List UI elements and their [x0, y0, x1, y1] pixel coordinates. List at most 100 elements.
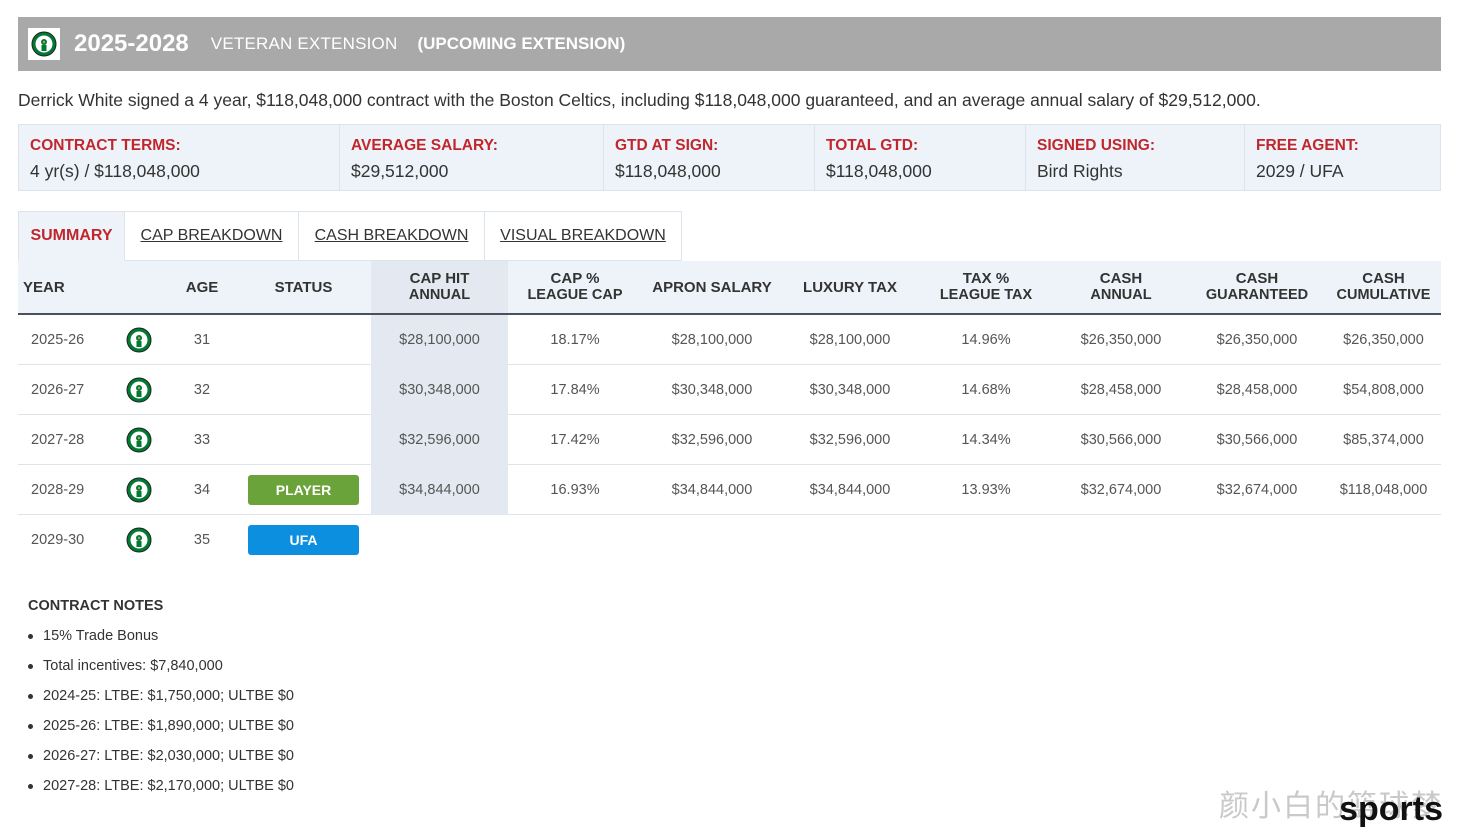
cell-cap-hit: $34,844,000 [371, 465, 508, 515]
note-item: 2027-28: LTBE: $2,170,000; ULTBE $0 [28, 778, 294, 808]
celtics-logo-icon [124, 315, 154, 365]
term-value: Bird Rights [1037, 161, 1123, 181]
cell-tax-pct: 13.93% [961, 482, 1011, 498]
cell-cap-hit: $30,348,000 [371, 365, 508, 415]
term-value: $118,048,000 [826, 161, 932, 181]
col-cash-cum-line2: CUMULATIVE [1336, 287, 1431, 303]
tab-cash-breakdown[interactable]: CASH BREAKDOWN [299, 211, 485, 261]
col-age: AGE [185, 278, 219, 296]
col-apron-salary: APRON SALARY [652, 278, 772, 296]
watermark: 颜小白的篮球梦 sports [1219, 781, 1443, 828]
col-cap-hit-line1: CAP HIT [409, 270, 470, 287]
celtics-logo-icon [124, 415, 154, 465]
table-row: 2028-29 34 $34,844,000 16.93% $34,844,000 $34… [18, 465, 1441, 515]
cell-age: 35 [193, 532, 211, 548]
notes-title: CONTRACT NOTES [28, 598, 164, 614]
term-label: SIGNED USING: [1037, 137, 1155, 154]
note-item: Total incentives: $7,840,000 [28, 658, 294, 688]
col-cash-guaranteed: CASH GUARANTEED [1188, 261, 1326, 313]
cell-cash-cumulative: $85,374,000 [1343, 432, 1424, 448]
cell-age: 31 [193, 332, 211, 348]
cell-apron-salary: $32,596,000 [671, 432, 753, 448]
col-cap-pct: CAP % LEAGUE CAP [508, 261, 642, 313]
col-cash-annual-line1: CASH [1099, 270, 1143, 287]
col-cap-pct-line2: LEAGUE CAP [527, 287, 623, 303]
cell-cash-annual: $30,566,000 [1080, 432, 1162, 448]
col-tax-pct-line2: LEAGUE TAX [939, 287, 1033, 303]
breakdown-tabs: SUMMARY CAP BREAKDOWN CASH BREAKDOWN VIS… [18, 211, 682, 261]
contract-table: YEAR AGE STATUS CAP HIT ANNUAL CAP % LEA… [18, 261, 1441, 565]
tab-visual-breakdown[interactable]: VISUAL BREAKDOWN [485, 211, 682, 261]
table-row: 2027-28 33 $32,596,000 17.42% $32,596,000 $32… [18, 415, 1441, 465]
cell-tax-pct: 14.68% [961, 382, 1011, 398]
cell-cap-pct: 18.17% [550, 332, 600, 348]
term-label: FREE AGENT: [1256, 137, 1359, 154]
cell-year: 2029-30 [31, 532, 85, 548]
cell-age: 32 [193, 382, 211, 398]
cell-apron-salary: $34,844,000 [671, 482, 753, 498]
cell-apron-salary: $30,348,000 [671, 382, 753, 398]
col-tax-pct: TAX % LEAGUE TAX [918, 261, 1054, 313]
note-item: 2025-26: LTBE: $1,890,000; ULTBE $0 [28, 718, 294, 748]
term-total-gtd: TOTAL GTD: $118,048,000 [815, 125, 1026, 190]
status-badge: UFA [248, 525, 359, 555]
watermark-sports: sports [1339, 790, 1443, 828]
table-row: 2025-26 31 $28,100,000 18.17% $28,100,000 $28… [18, 315, 1441, 365]
tab-summary[interactable]: SUMMARY [18, 211, 125, 261]
term-value: 2029 / UFA [1256, 161, 1344, 181]
cell-apron-salary: $28,100,000 [671, 332, 753, 348]
cell-cash-guaranteed: $32,674,000 [1216, 482, 1298, 498]
col-cap-hit-line2: ANNUAL [408, 287, 471, 303]
cell-cash-guaranteed: $28,458,000 [1216, 382, 1298, 398]
upcoming-label: (UPCOMING EXTENSION) [417, 34, 626, 53]
cell-cap-hit: $32,596,000 [371, 415, 508, 465]
contract-header: 2025-2028 VETERAN EXTENSION (UPCOMING EX… [18, 17, 1441, 71]
term-signed-using: SIGNED USING: Bird Rights [1026, 125, 1245, 190]
col-cash-gtd-line2: GUARANTEED [1205, 287, 1309, 303]
cell-status: UFA [248, 515, 359, 565]
col-luxury-tax: LUXURY TAX [803, 278, 897, 296]
cell-status: PLAYER [248, 465, 359, 515]
col-cash-cum-line1: CASH [1362, 270, 1405, 287]
note-item: 2026-27: LTBE: $2,030,000; ULTBE $0 [28, 748, 294, 778]
term-value: $118,048,000 [615, 161, 721, 181]
cell-age: 34 [193, 482, 211, 498]
term-gtd-at-sign: GTD AT SIGN: $118,048,000 [604, 125, 815, 190]
term-label: CONTRACT TERMS: [30, 137, 181, 154]
contract-type: VETERAN EXTENSION [210, 34, 398, 53]
contract-notes: CONTRACT NOTES 15% Trade Bonus Total inc… [28, 598, 294, 808]
term-value: 4 yr(s) / $118,048,000 [30, 161, 200, 181]
cell-cap-pct: 17.42% [550, 432, 600, 448]
note-item: 15% Trade Bonus [28, 628, 294, 658]
table-row: 2029-30 35 UFA [18, 515, 1441, 565]
term-label: GTD AT SIGN: [615, 137, 719, 154]
table-body: 2025-26 31 $28,100,000 18.17% $28,100,000 $28… [18, 315, 1441, 565]
term-average-salary: AVERAGE SALARY: $29,512,000 [340, 125, 604, 190]
note-item: 2024-25: LTBE: $1,750,000; ULTBE $0 [28, 688, 294, 718]
cell-cash-annual: $28,458,000 [1080, 382, 1162, 398]
col-status: STATUS [274, 278, 333, 296]
cell-year: 2027-28 [31, 432, 85, 448]
term-free-agent: FREE AGENT: 2029 / UFA [1245, 125, 1440, 190]
cell-luxury-tax: $32,596,000 [809, 432, 891, 448]
tab-cap-breakdown[interactable]: CAP BREAKDOWN [125, 211, 299, 261]
col-cash-annual-line2: ANNUAL [1090, 287, 1152, 303]
contract-years: 2025-2028 [74, 30, 189, 57]
col-cap-pct-line1: CAP % [550, 270, 600, 287]
celtics-logo-icon [124, 365, 154, 415]
table-header: YEAR AGE STATUS CAP HIT ANNUAL CAP % LEA… [18, 261, 1441, 315]
cell-luxury-tax: $28,100,000 [809, 332, 891, 348]
cell-cash-guaranteed: $30,566,000 [1216, 432, 1298, 448]
col-cash-gtd-line1: CASH [1235, 270, 1279, 287]
term-label: AVERAGE SALARY: [351, 137, 498, 154]
watermark-cn: 颜小白的篮球梦 [1219, 790, 1443, 823]
cell-cash-annual: $26,350,000 [1080, 332, 1162, 348]
cell-cash-cumulative: $26,350,000 [1343, 332, 1424, 348]
col-cap-hit: CAP HIT ANNUAL [371, 261, 508, 313]
celtics-logo-icon [28, 28, 60, 60]
col-cash-cumulative: CASH CUMULATIVE [1326, 261, 1441, 313]
cell-tax-pct: 14.96% [961, 332, 1011, 348]
cell-luxury-tax: $30,348,000 [809, 382, 891, 398]
term-contract-terms: CONTRACT TERMS: 4 yr(s) / $118,048,000 [19, 125, 340, 190]
contract-summary: Derrick White signed a 4 year, $118,048,… [18, 90, 1261, 110]
